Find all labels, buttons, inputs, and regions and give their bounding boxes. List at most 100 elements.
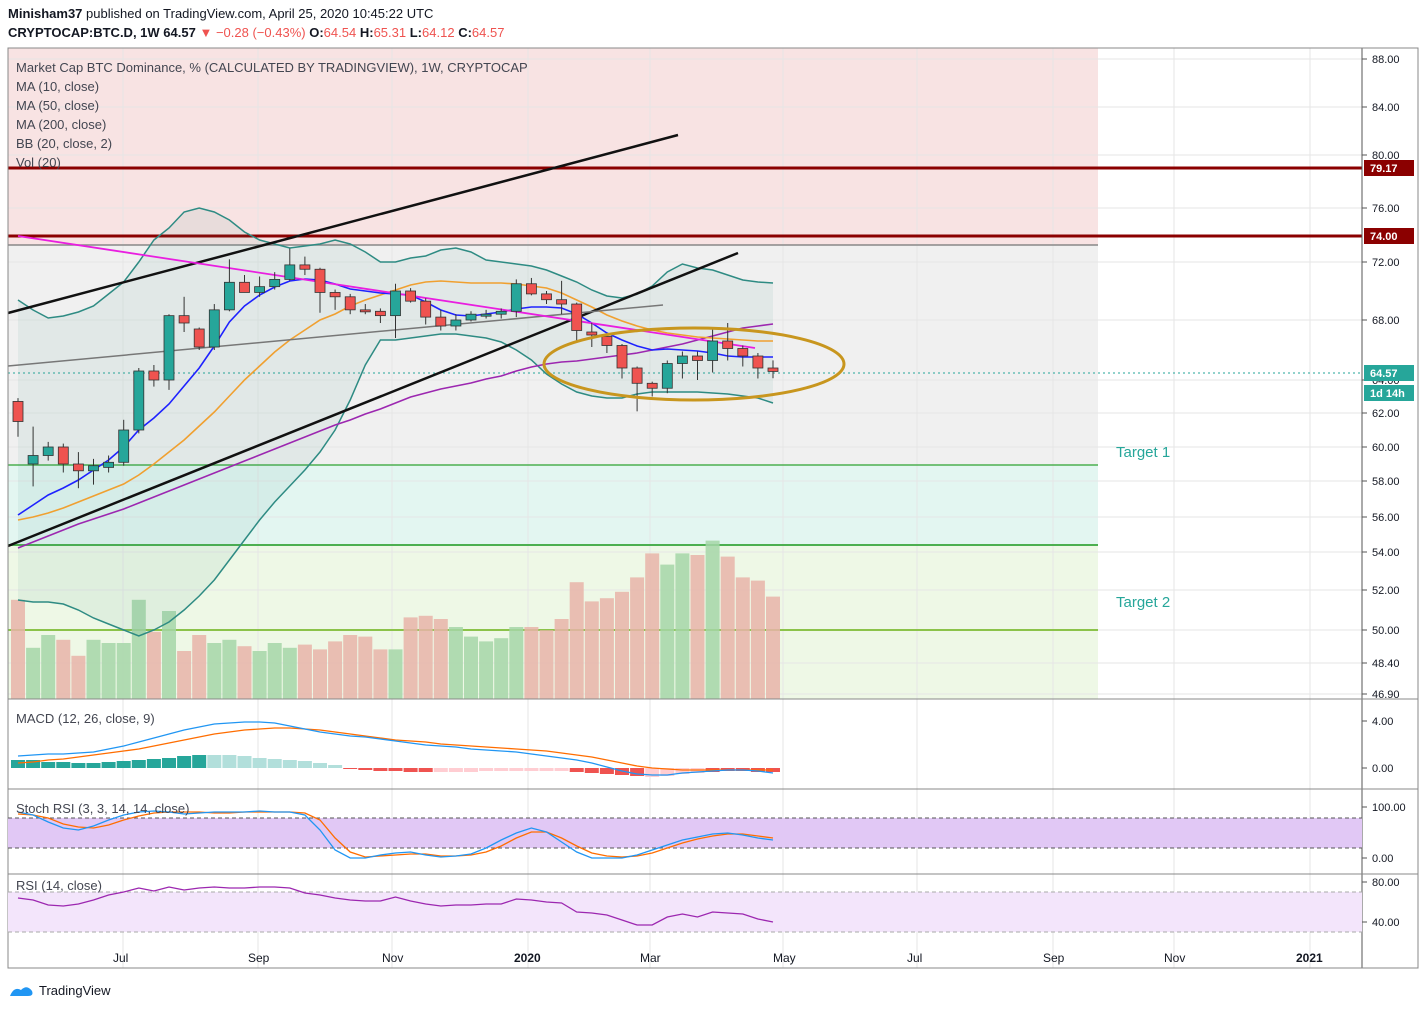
macd-histogram-bar (630, 768, 645, 776)
candle-body (510, 283, 522, 312)
volume-bar (448, 627, 463, 699)
price-tick-label: 84.00 (1372, 102, 1400, 114)
macd-signal-line (17, 727, 773, 771)
legend-vol[interactable]: Vol (20) (16, 155, 61, 170)
price-tick-label: 54.00 (1372, 547, 1400, 559)
macd-histogram-bar (645, 768, 660, 777)
volume-bar (26, 647, 41, 699)
macd-histogram-bar (313, 763, 327, 768)
candle-body (284, 264, 296, 280)
volume-bar (373, 649, 388, 699)
x-tick-label: Jul (113, 951, 128, 965)
trendline-grey (7, 304, 664, 367)
macd-histogram-bar (222, 755, 237, 768)
candle-body (133, 370, 145, 431)
rsi-pane-label[interactable]: RSI (14, close) (16, 878, 102, 893)
volume-bar (539, 630, 554, 699)
target-2-label: Target 2 (1116, 594, 1171, 611)
macd-histogram-bar (343, 768, 358, 769)
price-tick-label: 80.00 (1372, 150, 1400, 162)
macd-histogram-bar (237, 756, 252, 768)
volume-bar (584, 601, 599, 699)
macd-histogram-bar (41, 762, 56, 768)
volume-bar (705, 540, 720, 699)
bollinger-lower (17, 333, 774, 637)
tradingview-brand[interactable]: TradingView (8, 982, 111, 998)
candle-body (148, 370, 160, 381)
x-tick-label: Sep (248, 951, 270, 965)
volume-bar (464, 636, 478, 699)
volume-bar (403, 617, 418, 699)
price-tick-label: 56.00 (1372, 512, 1400, 524)
volume-bar (675, 553, 690, 699)
candle-body (193, 328, 205, 348)
volume-bar (162, 611, 176, 699)
stoch-tick-label: 0.00 (1372, 853, 1393, 865)
consolidation-ellipse (542, 326, 846, 402)
low-value: 64.12 (422, 25, 455, 40)
x-tick-label: Nov (382, 951, 403, 965)
legend-ma50[interactable]: MA (50, close) (16, 98, 100, 113)
price-tag-last: 64.57 (1370, 368, 1398, 380)
candle-body (223, 281, 235, 311)
macd-histogram-bar (267, 759, 282, 768)
legend-bb[interactable]: BB (20, close, 2) (16, 136, 113, 151)
price-tag-79: 79.17 (1370, 163, 1398, 175)
macd-histogram-bar (116, 761, 131, 768)
candle-body (390, 290, 401, 317)
volume-bar (56, 639, 71, 699)
macd-histogram-bar (162, 758, 176, 768)
macd-histogram-bar (71, 763, 86, 768)
candle-body (103, 461, 114, 468)
macd-pane-label[interactable]: MACD (12, 26, close, 9) (16, 711, 155, 726)
target-1-zone (8, 465, 1098, 545)
volume-bar (418, 615, 433, 699)
x-tick-label: Sep (1043, 951, 1065, 965)
volume-bar (41, 635, 56, 699)
x-tick-label: Jul (907, 951, 922, 965)
candle-body (465, 313, 477, 321)
price-tick-label: 76.00 (1372, 203, 1400, 215)
macd-line (17, 721, 774, 776)
macd-histogram-bar (252, 758, 267, 768)
volume-bar (660, 564, 675, 699)
stoch-d-line (17, 811, 774, 858)
volume-bar (750, 580, 765, 699)
price-tick-label: 46.90 (1372, 689, 1400, 701)
legend-ma10[interactable]: MA (10, close) (16, 79, 100, 94)
macd-histogram-bar (388, 768, 403, 771)
candle-body (239, 281, 250, 293)
stoch-pane-label[interactable]: Stoch RSI (3, 3, 14, 14, close) (16, 801, 190, 816)
stoch-tick-label: 100.00 (1372, 802, 1406, 814)
candle-body (646, 382, 658, 389)
price-tick-label: 50.00 (1372, 625, 1400, 637)
volume-bar (766, 596, 780, 699)
volume-bar (509, 627, 524, 699)
publish-info: Minisham37 published on TradingView.com,… (8, 6, 433, 21)
volume-bar (282, 647, 297, 699)
ma200-line (17, 323, 774, 549)
price-tick-label: 60.00 (1372, 442, 1400, 454)
macd-histogram-bar (56, 762, 71, 768)
macd-histogram-bar (101, 762, 116, 768)
candle-body (752, 355, 764, 369)
volume-bar (146, 631, 161, 699)
candle-body (692, 355, 703, 361)
volume-bar (207, 643, 222, 699)
macd-histogram-bar (146, 759, 161, 768)
candle-body (737, 348, 749, 357)
macd-histogram-bar (479, 768, 494, 771)
volume-bar (313, 649, 327, 699)
macd-tick-label: 0.00 (1372, 763, 1393, 775)
macd-histogram-bar (569, 768, 584, 772)
price-tick-label: 62.00 (1372, 408, 1400, 420)
publish-date: published on TradingView.com, April 25, … (86, 6, 434, 21)
symbol-ohlc: CRYPTOCAP:BTC.D, 1W 64.57 ▼ −0.28 (−0.43… (8, 25, 505, 40)
candle-body (208, 309, 220, 348)
price-tick-label: 88.00 (1372, 54, 1400, 66)
legend-ma200[interactable]: MA (200, close) (16, 117, 107, 132)
macd-histogram-bar (282, 760, 297, 768)
range-zone (8, 245, 1098, 465)
macd-histogram-bar (86, 763, 101, 768)
